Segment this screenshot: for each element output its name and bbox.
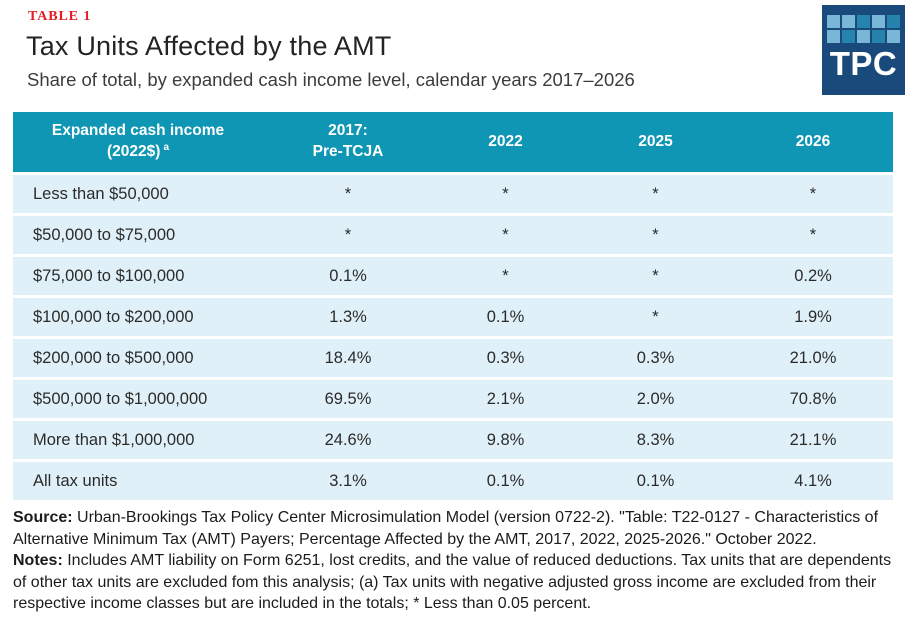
column-header-2026: 2026 xyxy=(795,132,831,150)
row-label: $100,000 to $200,000 xyxy=(33,307,194,326)
cell-value: 21.1% xyxy=(789,430,837,449)
cell-value: * xyxy=(652,225,659,244)
footnote-a-marker: a xyxy=(163,142,169,154)
column-header-income-line2: (2022$) a xyxy=(107,142,169,161)
cell-value: 0.1% xyxy=(486,471,525,490)
cell-value: 1.9% xyxy=(794,307,832,326)
logo-square xyxy=(887,15,900,28)
cell-value: * xyxy=(809,225,817,244)
column-header-2017-pre-tcja: 2017: Pre-TCJA xyxy=(312,122,384,160)
cell-value: * xyxy=(502,225,509,244)
amt-table: Expanded cash income (2022$) a 2017: Pre-… xyxy=(13,112,893,500)
cell-value: 0.2% xyxy=(794,266,832,285)
source-label: Source: xyxy=(13,509,73,526)
cell-value: 2.1% xyxy=(486,389,525,408)
table-row: All tax units 3.1% 0.1% 0.1% 4.1% xyxy=(13,462,893,500)
page-subtitle: Share of total, by expanded cash income … xyxy=(27,69,635,90)
logo-square xyxy=(842,30,855,43)
row-label: More than $1,000,000 xyxy=(33,430,195,449)
row-label: $50,000 to $75,000 xyxy=(33,225,176,244)
table-row: Less than $50,000 * * * * xyxy=(13,175,893,213)
row-label: $500,000 to $1,000,000 xyxy=(33,389,208,408)
cell-value: * xyxy=(502,184,509,203)
cell-value: 21.0% xyxy=(789,348,837,367)
column-header-2025: 2025 xyxy=(638,132,673,150)
tpc-logo-text: TPC xyxy=(829,45,898,82)
cell-value: 8.3% xyxy=(636,430,675,449)
cell-value: 0.1% xyxy=(636,471,675,490)
page-title: Tax Units Affected by the AMT xyxy=(26,31,392,61)
logo-square xyxy=(857,15,870,28)
logo-square xyxy=(887,30,900,43)
cell-value: 1.3% xyxy=(329,307,367,326)
cell-value: * xyxy=(502,266,509,285)
cell-value: 69.5% xyxy=(324,389,372,408)
cell-value: 2.0% xyxy=(636,389,675,408)
column-header-2022: 2022 xyxy=(488,132,523,150)
table-header-row: Expanded cash income (2022$) a 2017: Pre-… xyxy=(13,112,893,172)
cell-value: 4.1% xyxy=(794,471,832,490)
notes-line: Notes: Includes AMT liability on Form 62… xyxy=(13,550,897,615)
table-row: $75,000 to $100,000 0.1% * * 0.2% xyxy=(13,257,893,295)
cell-value: 0.3% xyxy=(486,348,525,367)
notes-label: Notes: xyxy=(13,552,63,570)
row-label: $200,000 to $500,000 xyxy=(33,348,194,367)
cell-value: * xyxy=(809,184,817,203)
logo-square xyxy=(827,15,840,28)
cell-value: * xyxy=(344,225,352,244)
logo-square xyxy=(842,15,855,28)
table-body: Less than $50,000 * * * * $50,000 to $75,000 *… xyxy=(13,175,893,500)
table-number-label: TABLE 1 xyxy=(28,9,92,24)
table-row: $100,000 to $200,000 1.3% 0.1% * 1.9% xyxy=(13,298,893,336)
cell-value: 24.6% xyxy=(324,430,372,449)
cell-value: * xyxy=(652,307,659,326)
row-label: All tax units xyxy=(33,471,118,490)
footer-notes-block: Source: Urban-Brookings Tax Policy Cente… xyxy=(13,507,897,615)
cell-value: 0.1% xyxy=(486,307,525,326)
table-row: $500,000 to $1,000,000 69.5% 2.1% 2.0% 70.8% xyxy=(13,380,893,418)
tpc-logo-grid xyxy=(827,15,900,43)
logo-square xyxy=(872,30,885,43)
table-row: $50,000 to $75,000 * * * * xyxy=(13,216,893,254)
cell-value: 9.8% xyxy=(486,430,525,449)
column-header-income-line1: Expanded cash income xyxy=(51,121,225,139)
notes-text: Includes AMT liability on Form 6251, los… xyxy=(13,552,892,613)
table-row: $200,000 to $500,000 18.4% 0.3% 0.3% 21.0% xyxy=(13,339,893,377)
logo-square xyxy=(857,30,870,43)
source-text: Urban-Brookings Tax Policy Center Micros… xyxy=(13,509,879,548)
tpc-logo: TPC xyxy=(822,5,905,95)
column-header-income: Expanded cash income (2022$) a xyxy=(13,121,263,164)
cell-value: * xyxy=(652,184,659,203)
cell-value: 18.4% xyxy=(324,348,372,367)
logo-square xyxy=(827,30,840,43)
row-label: Less than $50,000 xyxy=(33,184,169,203)
cell-value: 70.8% xyxy=(789,389,837,408)
row-label: $75,000 to $100,000 xyxy=(33,266,185,285)
source-line: Source: Urban-Brookings Tax Policy Cente… xyxy=(13,507,897,550)
cell-value: * xyxy=(344,184,352,203)
cell-value: 3.1% xyxy=(329,471,367,490)
cell-value: 0.1% xyxy=(329,266,367,285)
table-row: More than $1,000,000 24.6% 9.8% 8.3% 21.1% xyxy=(13,421,893,459)
cell-value: 0.3% xyxy=(636,348,675,367)
cell-value: * xyxy=(652,266,659,285)
logo-square xyxy=(872,15,885,28)
